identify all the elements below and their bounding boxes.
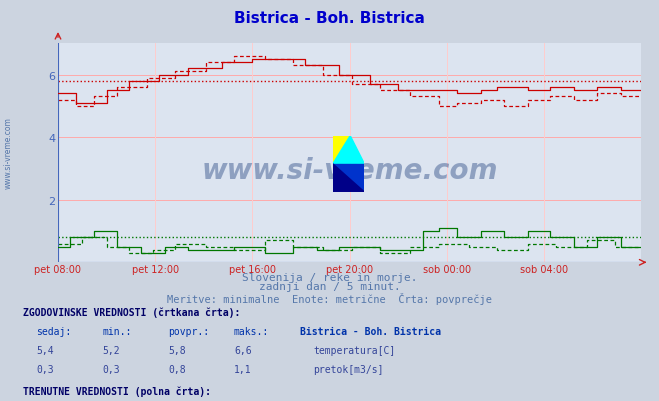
Polygon shape [333, 164, 364, 192]
Text: sedaj:: sedaj: [36, 326, 71, 336]
Text: Slovenija / reke in morje.: Slovenija / reke in morje. [242, 272, 417, 282]
Text: 5,2: 5,2 [102, 345, 120, 355]
Polygon shape [333, 136, 350, 164]
Text: 5,4: 5,4 [36, 345, 54, 355]
Text: www.si-vreme.com: www.si-vreme.com [202, 157, 498, 185]
Text: pretok[m3/s]: pretok[m3/s] [313, 365, 384, 375]
Polygon shape [333, 164, 364, 192]
Text: 0,3: 0,3 [102, 365, 120, 375]
Text: Bistrica - Boh. Bistrica: Bistrica - Boh. Bistrica [234, 11, 425, 26]
Polygon shape [333, 136, 364, 164]
Text: www.si-vreme.com: www.si-vreme.com [4, 117, 13, 188]
Text: TRENUTNE VREDNOSTI (polna črta):: TRENUTNE VREDNOSTI (polna črta): [23, 385, 211, 396]
Text: Bistrica - Boh. Bistrica: Bistrica - Boh. Bistrica [300, 326, 441, 336]
Text: 6,6: 6,6 [234, 345, 252, 355]
Text: 0,3: 0,3 [36, 365, 54, 375]
Text: povpr.:: povpr.: [168, 326, 209, 336]
Text: maks.:: maks.: [234, 326, 269, 336]
Text: 0,8: 0,8 [168, 365, 186, 375]
Text: zadnji dan / 5 minut.: zadnji dan / 5 minut. [258, 282, 401, 292]
Text: ZGODOVINSKE VREDNOSTI (črtkana črta):: ZGODOVINSKE VREDNOSTI (črtkana črta): [23, 307, 241, 317]
Text: min.:: min.: [102, 326, 132, 336]
Text: 5,8: 5,8 [168, 345, 186, 355]
Text: temperatura[C]: temperatura[C] [313, 345, 395, 355]
Text: 1,1: 1,1 [234, 365, 252, 375]
Text: Meritve: minimalne  Enote: metrične  Črta: povprečje: Meritve: minimalne Enote: metrične Črta:… [167, 292, 492, 304]
